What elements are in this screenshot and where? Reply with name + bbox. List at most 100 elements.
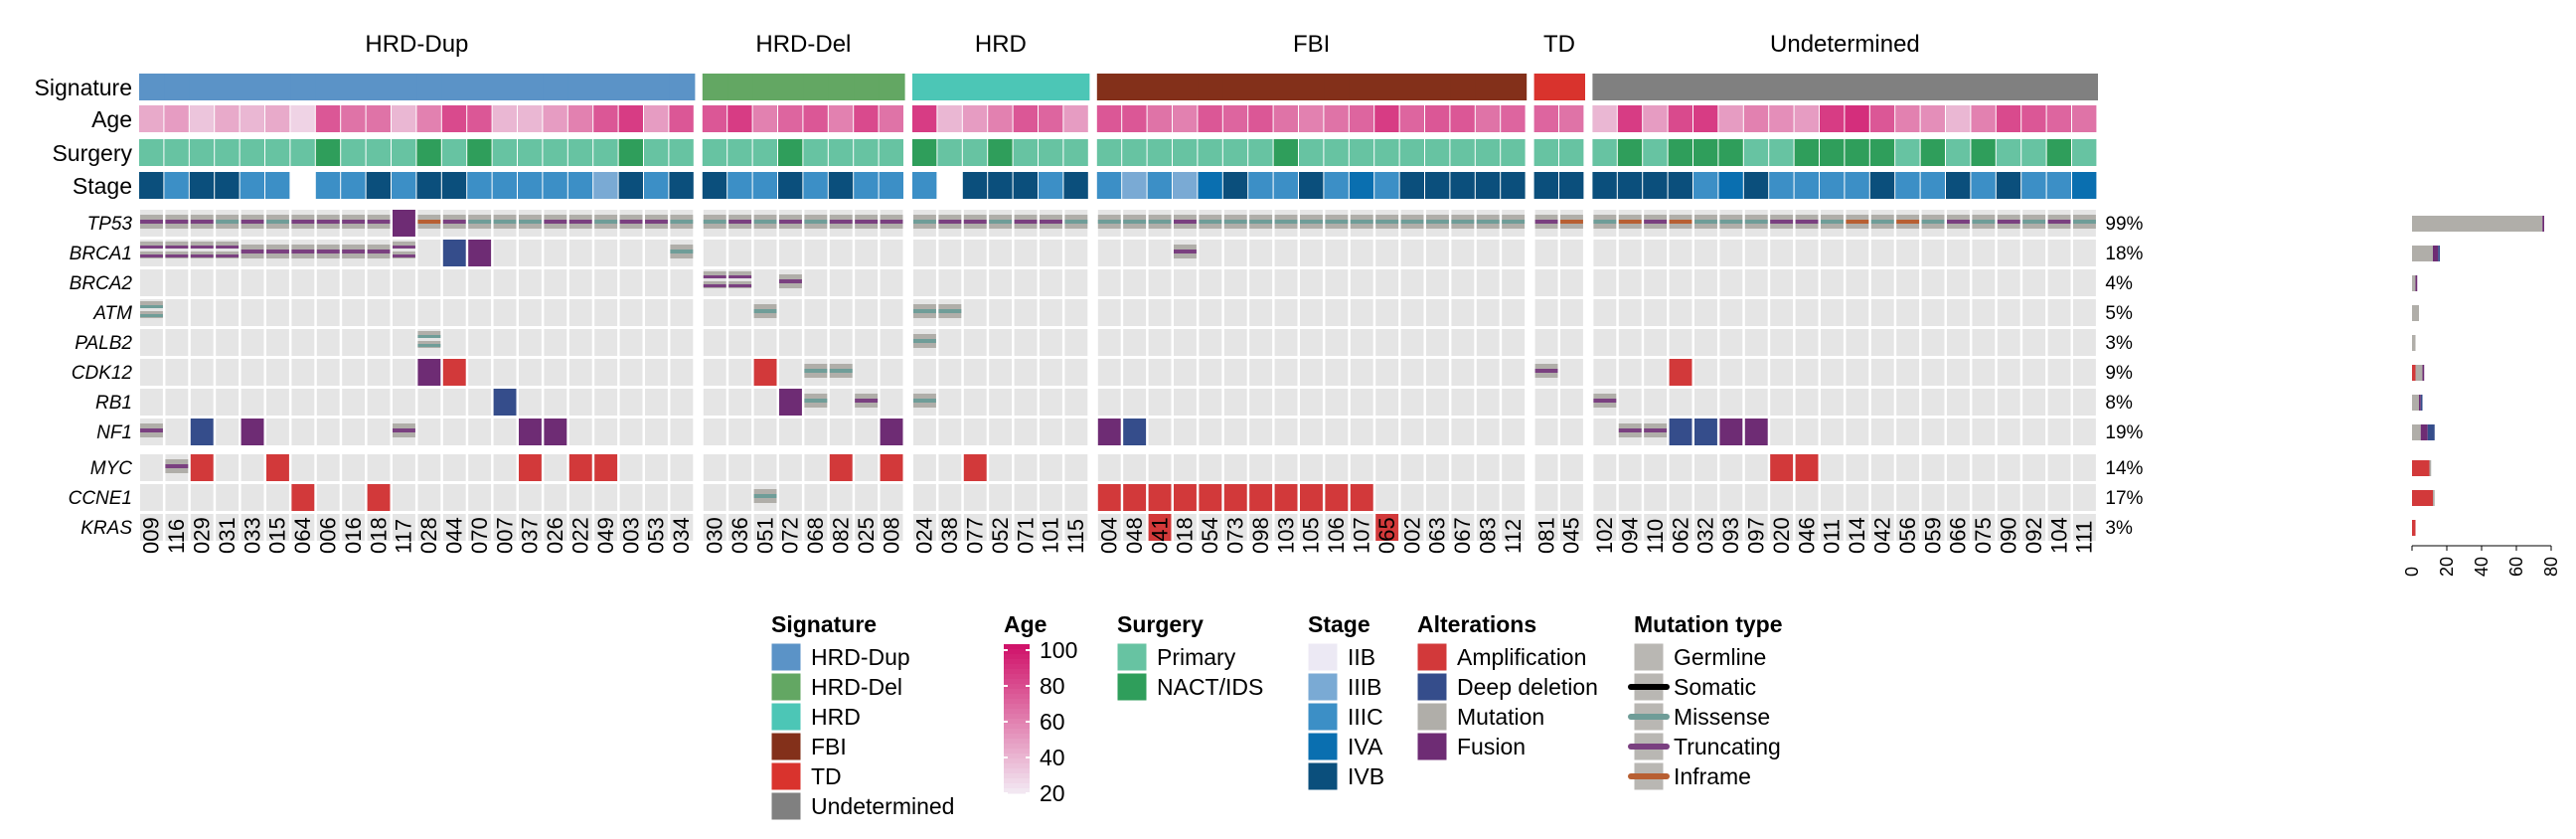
cell-background: [140, 454, 163, 481]
cell-background: [670, 359, 694, 386]
cell-background: [1400, 514, 1424, 541]
surgery-cell: [518, 139, 543, 166]
cell-background: [393, 514, 415, 541]
legend-label: IIIC: [1348, 704, 1383, 730]
stage-cell: [988, 172, 1013, 199]
cell-background: [1821, 514, 1844, 541]
surgery-cell: [1349, 139, 1374, 166]
cell-background: [1795, 419, 1819, 445]
stage-cell: [1425, 172, 1450, 199]
cell-background: [2022, 514, 2046, 541]
age-cell: [1013, 105, 1038, 132]
cell-background: [1451, 484, 1475, 511]
mutation-type-mark: [140, 428, 163, 432]
alteration-amplification: [442, 359, 466, 386]
cell-background: [1972, 484, 1996, 511]
mutation-type-mark: [703, 284, 726, 287]
cell-background: [1744, 269, 1768, 296]
sample-label: 071: [1013, 517, 1038, 554]
cell-background: [2073, 514, 2096, 541]
cell-background: [963, 240, 987, 266]
signature-cell: [1743, 74, 1770, 100]
cell-background: [316, 389, 340, 416]
cell-background: [1148, 389, 1172, 416]
cell-background: [1896, 299, 1920, 326]
cell-background: [619, 329, 643, 356]
cell-background: [342, 329, 366, 356]
cell-background: [670, 389, 694, 416]
stage-cell: [1668, 172, 1692, 199]
cell-background: [417, 389, 441, 416]
cell-background: [1997, 269, 2020, 296]
cell-background: [1972, 514, 1996, 541]
bar-axis-tick-label: 0: [2402, 567, 2422, 577]
cell-background: [1174, 454, 1197, 481]
stage-cell: [1617, 172, 1643, 199]
cell-background: [619, 359, 643, 386]
age-cell: [1324, 105, 1349, 132]
legend-swatch: [1307, 672, 1339, 702]
stage-cell: [366, 172, 391, 199]
frequency-bar-fusion: [2419, 395, 2421, 411]
cell-background: [1770, 299, 1794, 326]
cell-background: [493, 269, 517, 296]
cell-background: [1719, 299, 1743, 326]
mutation-type-mark: [316, 220, 340, 224]
cell-background: [1064, 240, 1088, 266]
cell-background: [342, 419, 366, 445]
cell-background: [1223, 240, 1247, 266]
mutation-type-mark: [1644, 428, 1668, 432]
cell-background: [1846, 269, 1869, 296]
cell-background: [468, 359, 492, 386]
alteration-amplification: [829, 454, 853, 481]
cell-background: [1593, 419, 1617, 445]
cell-background: [190, 389, 214, 416]
cell-background: [1014, 240, 1038, 266]
age-cell: [669, 105, 694, 132]
mutation-type-mark: [913, 339, 936, 343]
legend-swatch: [1416, 672, 1448, 702]
age-cell: [543, 105, 567, 132]
cell-background: [963, 329, 987, 356]
cell-background: [1694, 454, 1717, 481]
cell-background: [1821, 419, 1844, 445]
cell-background: [1123, 240, 1147, 266]
legend-label: TD: [811, 763, 842, 789]
signature-cell: [1425, 74, 1451, 100]
stage-cell: [1501, 172, 1526, 199]
cell-background: [1846, 240, 1869, 266]
gene-label-nf1: NF1: [96, 422, 132, 443]
cell-background: [1947, 240, 1970, 266]
alteration-amplification: [568, 454, 592, 481]
age-cell: [1425, 105, 1450, 132]
mutation-type-mark: [1770, 220, 1794, 224]
cell-background: [1249, 514, 1273, 541]
cell-background: [1148, 454, 1172, 481]
cell-background: [519, 484, 542, 511]
stage-cell: [752, 172, 777, 199]
signature-cell: [828, 74, 855, 100]
cell-background: [1199, 359, 1222, 386]
cell-background: [1669, 514, 1692, 541]
alteration-amplification: [1123, 484, 1147, 511]
signature-cell: [492, 74, 519, 100]
cell-background: [241, 269, 264, 296]
cell-background: [1014, 299, 1038, 326]
stage-cell: [778, 172, 803, 199]
cell-background: [1618, 299, 1642, 326]
gene-label-brca1: BRCA1: [70, 244, 132, 264]
cell-background: [2047, 359, 2071, 386]
cell-background: [594, 484, 618, 511]
legend-title-stage: Stage: [1308, 611, 1370, 637]
cell-background: [190, 299, 214, 326]
cell-background: [1972, 299, 1996, 326]
cell-background: [1947, 454, 1970, 481]
signature-cell: [1869, 74, 1896, 100]
cell-background: [1426, 419, 1449, 445]
cell-background: [1972, 269, 1996, 296]
signature-cell: [1920, 74, 1947, 100]
cell-background: [266, 299, 289, 326]
cell-background: [1770, 359, 1794, 386]
cell-background: [779, 299, 802, 326]
age-cell: [702, 105, 727, 132]
